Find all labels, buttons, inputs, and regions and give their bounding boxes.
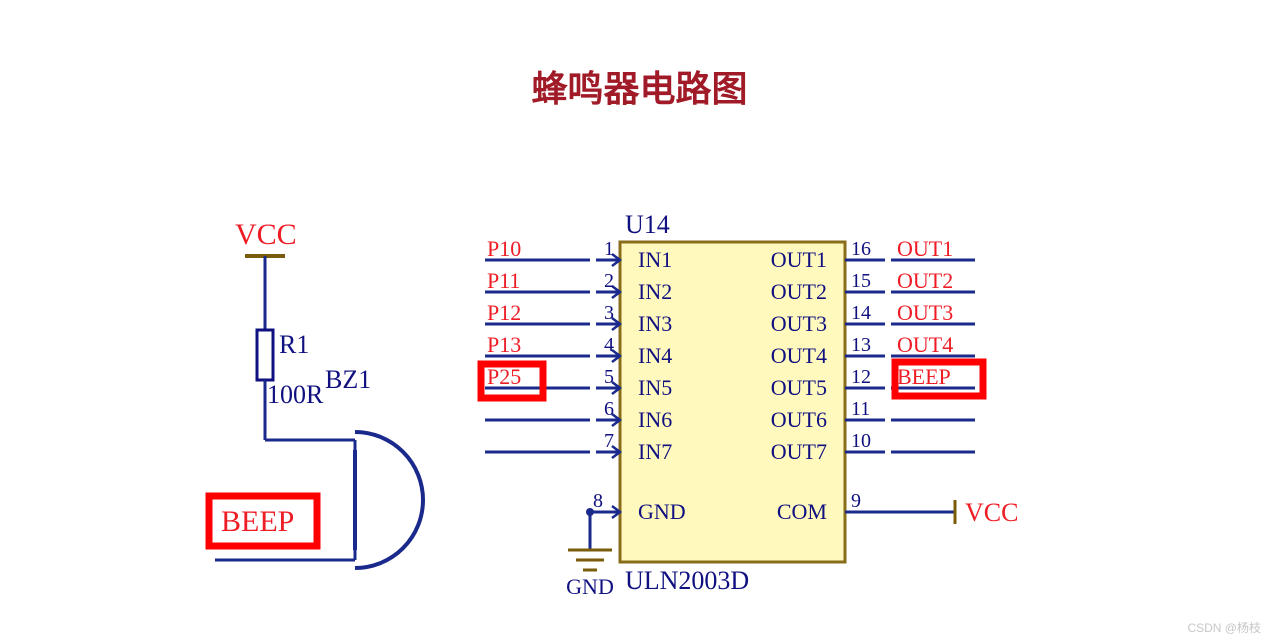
label: 12 (851, 366, 871, 389)
label: 100R (267, 380, 323, 410)
label: 7 (604, 430, 614, 453)
label: GND (566, 574, 614, 600)
watermark: CSDN @杨枝 (1187, 619, 1261, 636)
label: VCC (235, 218, 297, 252)
label: 2 (604, 270, 614, 293)
label: R1 (279, 330, 309, 360)
label: BEEP (221, 505, 294, 539)
label: 1 (604, 238, 614, 261)
label: IN5 (638, 375, 672, 401)
label: OUT4 (897, 332, 953, 358)
label: IN6 (638, 407, 672, 433)
label: OUT2 (771, 279, 827, 305)
label: OUT4 (771, 343, 827, 369)
label: OUT6 (771, 407, 827, 433)
label: IN7 (638, 439, 672, 465)
circuit-diagram: 1 P10 IN1 2 P11 IN2 3 P12 IN3 4 P13 IN4 5 P25 IN5 6 IN6 7… (195, 200, 1015, 605)
label: OUT7 (771, 439, 827, 465)
label: COM (777, 499, 827, 525)
label: VCC (965, 498, 1018, 528)
label: P25 (487, 364, 521, 390)
label: IN4 (638, 343, 672, 369)
label: 13 (851, 334, 871, 357)
label: 16 (851, 238, 871, 261)
label: P13 (487, 332, 521, 358)
label: U14 (625, 210, 670, 240)
diagram-title: 蜂鸣器电路图 (0, 60, 1279, 112)
label: BZ1 (325, 365, 371, 395)
label: IN2 (638, 279, 672, 305)
label: 15 (851, 270, 871, 293)
label: 8 (593, 490, 603, 513)
label: IN3 (638, 311, 672, 337)
label: 4 (604, 334, 614, 357)
label: OUT5 (771, 375, 827, 401)
label: 5 (604, 366, 614, 389)
label: 6 (604, 398, 614, 421)
label: P10 (487, 236, 521, 262)
label: 11 (851, 398, 870, 421)
label: 10 (851, 430, 871, 453)
label: 14 (851, 302, 871, 325)
label: OUT1 (897, 236, 953, 262)
label: P12 (487, 300, 521, 326)
label: OUT1 (771, 247, 827, 273)
label: ULN2003D (625, 566, 749, 596)
label: OUT3 (771, 311, 827, 337)
label: GND (638, 499, 686, 525)
label: IN1 (638, 247, 672, 273)
label: OUT3 (897, 300, 953, 326)
label: OUT2 (897, 268, 953, 294)
label: P11 (487, 268, 520, 294)
label: 9 (851, 490, 861, 513)
label: BEEP (897, 364, 951, 390)
label: 3 (604, 302, 614, 325)
